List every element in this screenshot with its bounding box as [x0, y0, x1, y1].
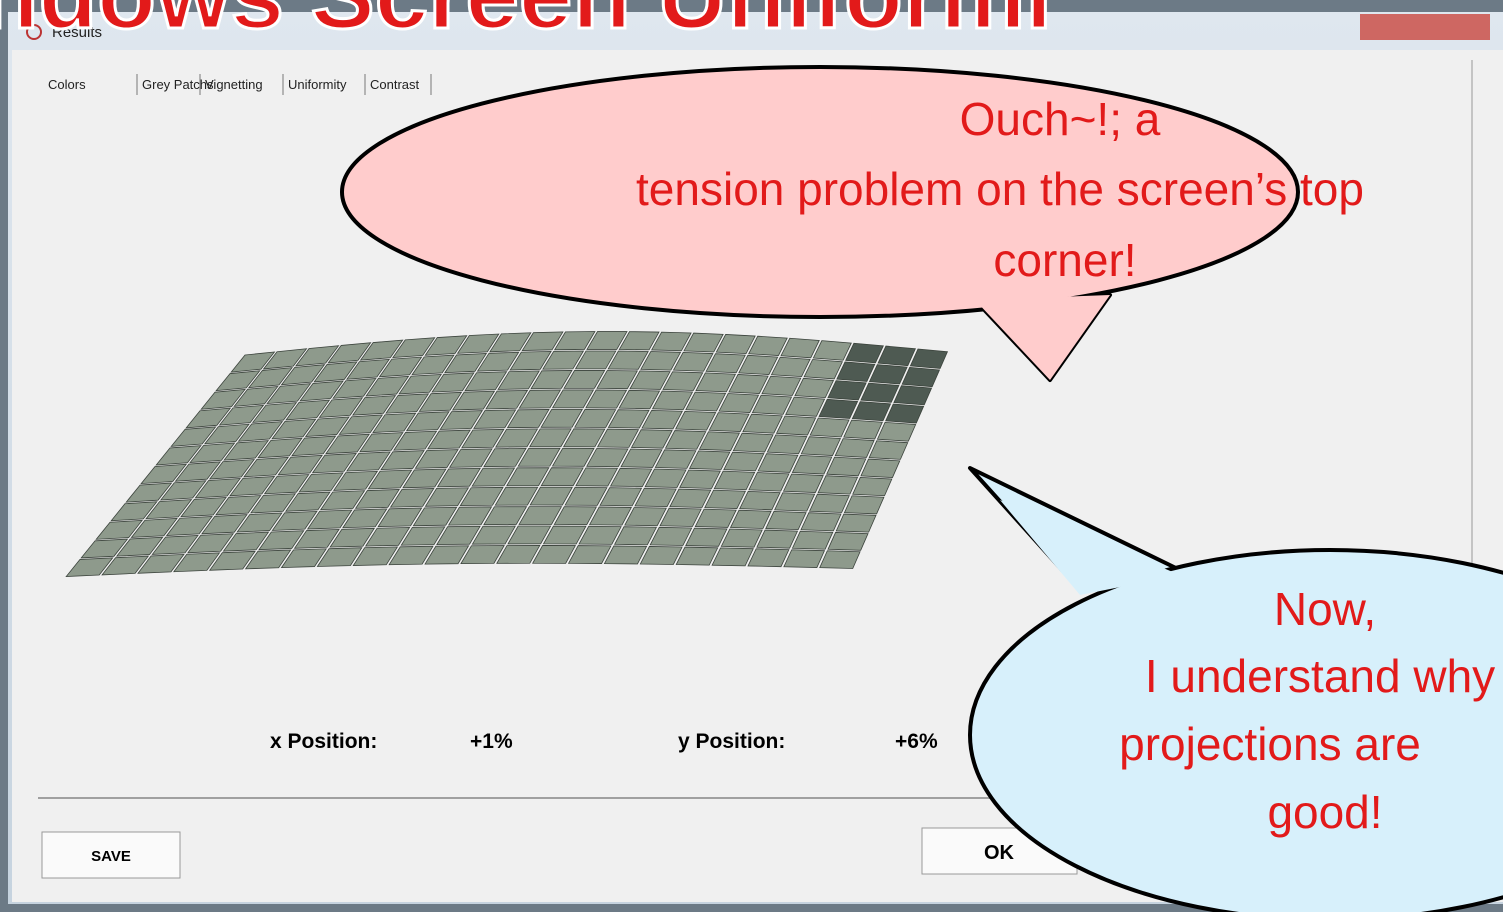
mesh-tile	[828, 532, 868, 550]
callout-text: I understand why	[1145, 650, 1495, 702]
tab-label: Uniformity	[288, 77, 347, 92]
slide-heading: ndows Screen Uniformi	[0, 0, 1052, 49]
tab-label: Grey Patchs	[142, 77, 214, 92]
scene: Results ColorsGrey PatchsVignettingUnifo…	[0, 0, 1503, 912]
callout-text: Now,	[1274, 583, 1376, 635]
screenshot: Results ColorsGrey PatchsVignettingUnifo…	[0, 0, 1503, 912]
window-controls[interactable]	[1360, 14, 1490, 40]
x-label: x Position:	[270, 730, 377, 753]
callout-text: projections are	[1119, 718, 1421, 770]
mesh-tile	[820, 551, 860, 569]
tab-label: Contrast	[370, 77, 420, 92]
tab-label: Colors	[48, 77, 86, 92]
y-label: y Position:	[678, 730, 785, 753]
callout-text: corner!	[993, 234, 1136, 286]
callout-text: tension problem on the screen’s top	[636, 163, 1364, 215]
callout-text: good!	[1267, 786, 1382, 838]
tab-label: Vignetting	[205, 77, 263, 92]
y-value: +6%	[895, 730, 938, 753]
mesh-tile	[836, 514, 876, 532]
callout-text: Ouch~!; a	[960, 93, 1161, 145]
save-label[interactable]: SAVE	[91, 848, 131, 865]
x-value: +1%	[470, 730, 513, 753]
ok-label[interactable]: OK	[984, 842, 1015, 864]
